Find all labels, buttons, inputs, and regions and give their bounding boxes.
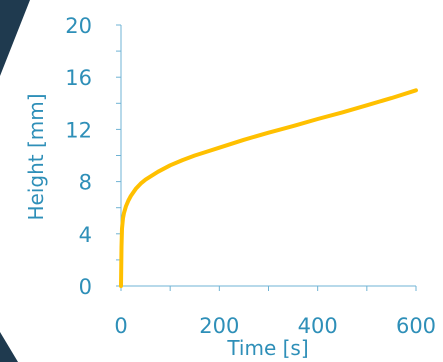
x-axis-title: Time [s] xyxy=(226,336,308,360)
x-tick-label: 600 xyxy=(396,314,436,338)
x-tick-label: 200 xyxy=(199,314,239,338)
y-axis-title: Height [mm] xyxy=(24,93,48,220)
y-tick-label: 8 xyxy=(79,171,92,195)
y-tick-label: 16 xyxy=(65,66,92,90)
decorative-corner-bottom xyxy=(0,332,18,362)
chart-series xyxy=(119,88,418,288)
x-tick-label: 0 xyxy=(114,314,127,338)
chart-axes xyxy=(116,24,417,291)
decorative-corner-top xyxy=(0,0,30,76)
y-tick-label: 12 xyxy=(65,118,92,142)
x-tick-label: 400 xyxy=(298,314,338,338)
series-line xyxy=(119,88,418,288)
y-tick-label: 0 xyxy=(79,275,92,299)
y-tick-label: 20 xyxy=(65,14,92,38)
y-tick-label: 4 xyxy=(79,223,92,247)
